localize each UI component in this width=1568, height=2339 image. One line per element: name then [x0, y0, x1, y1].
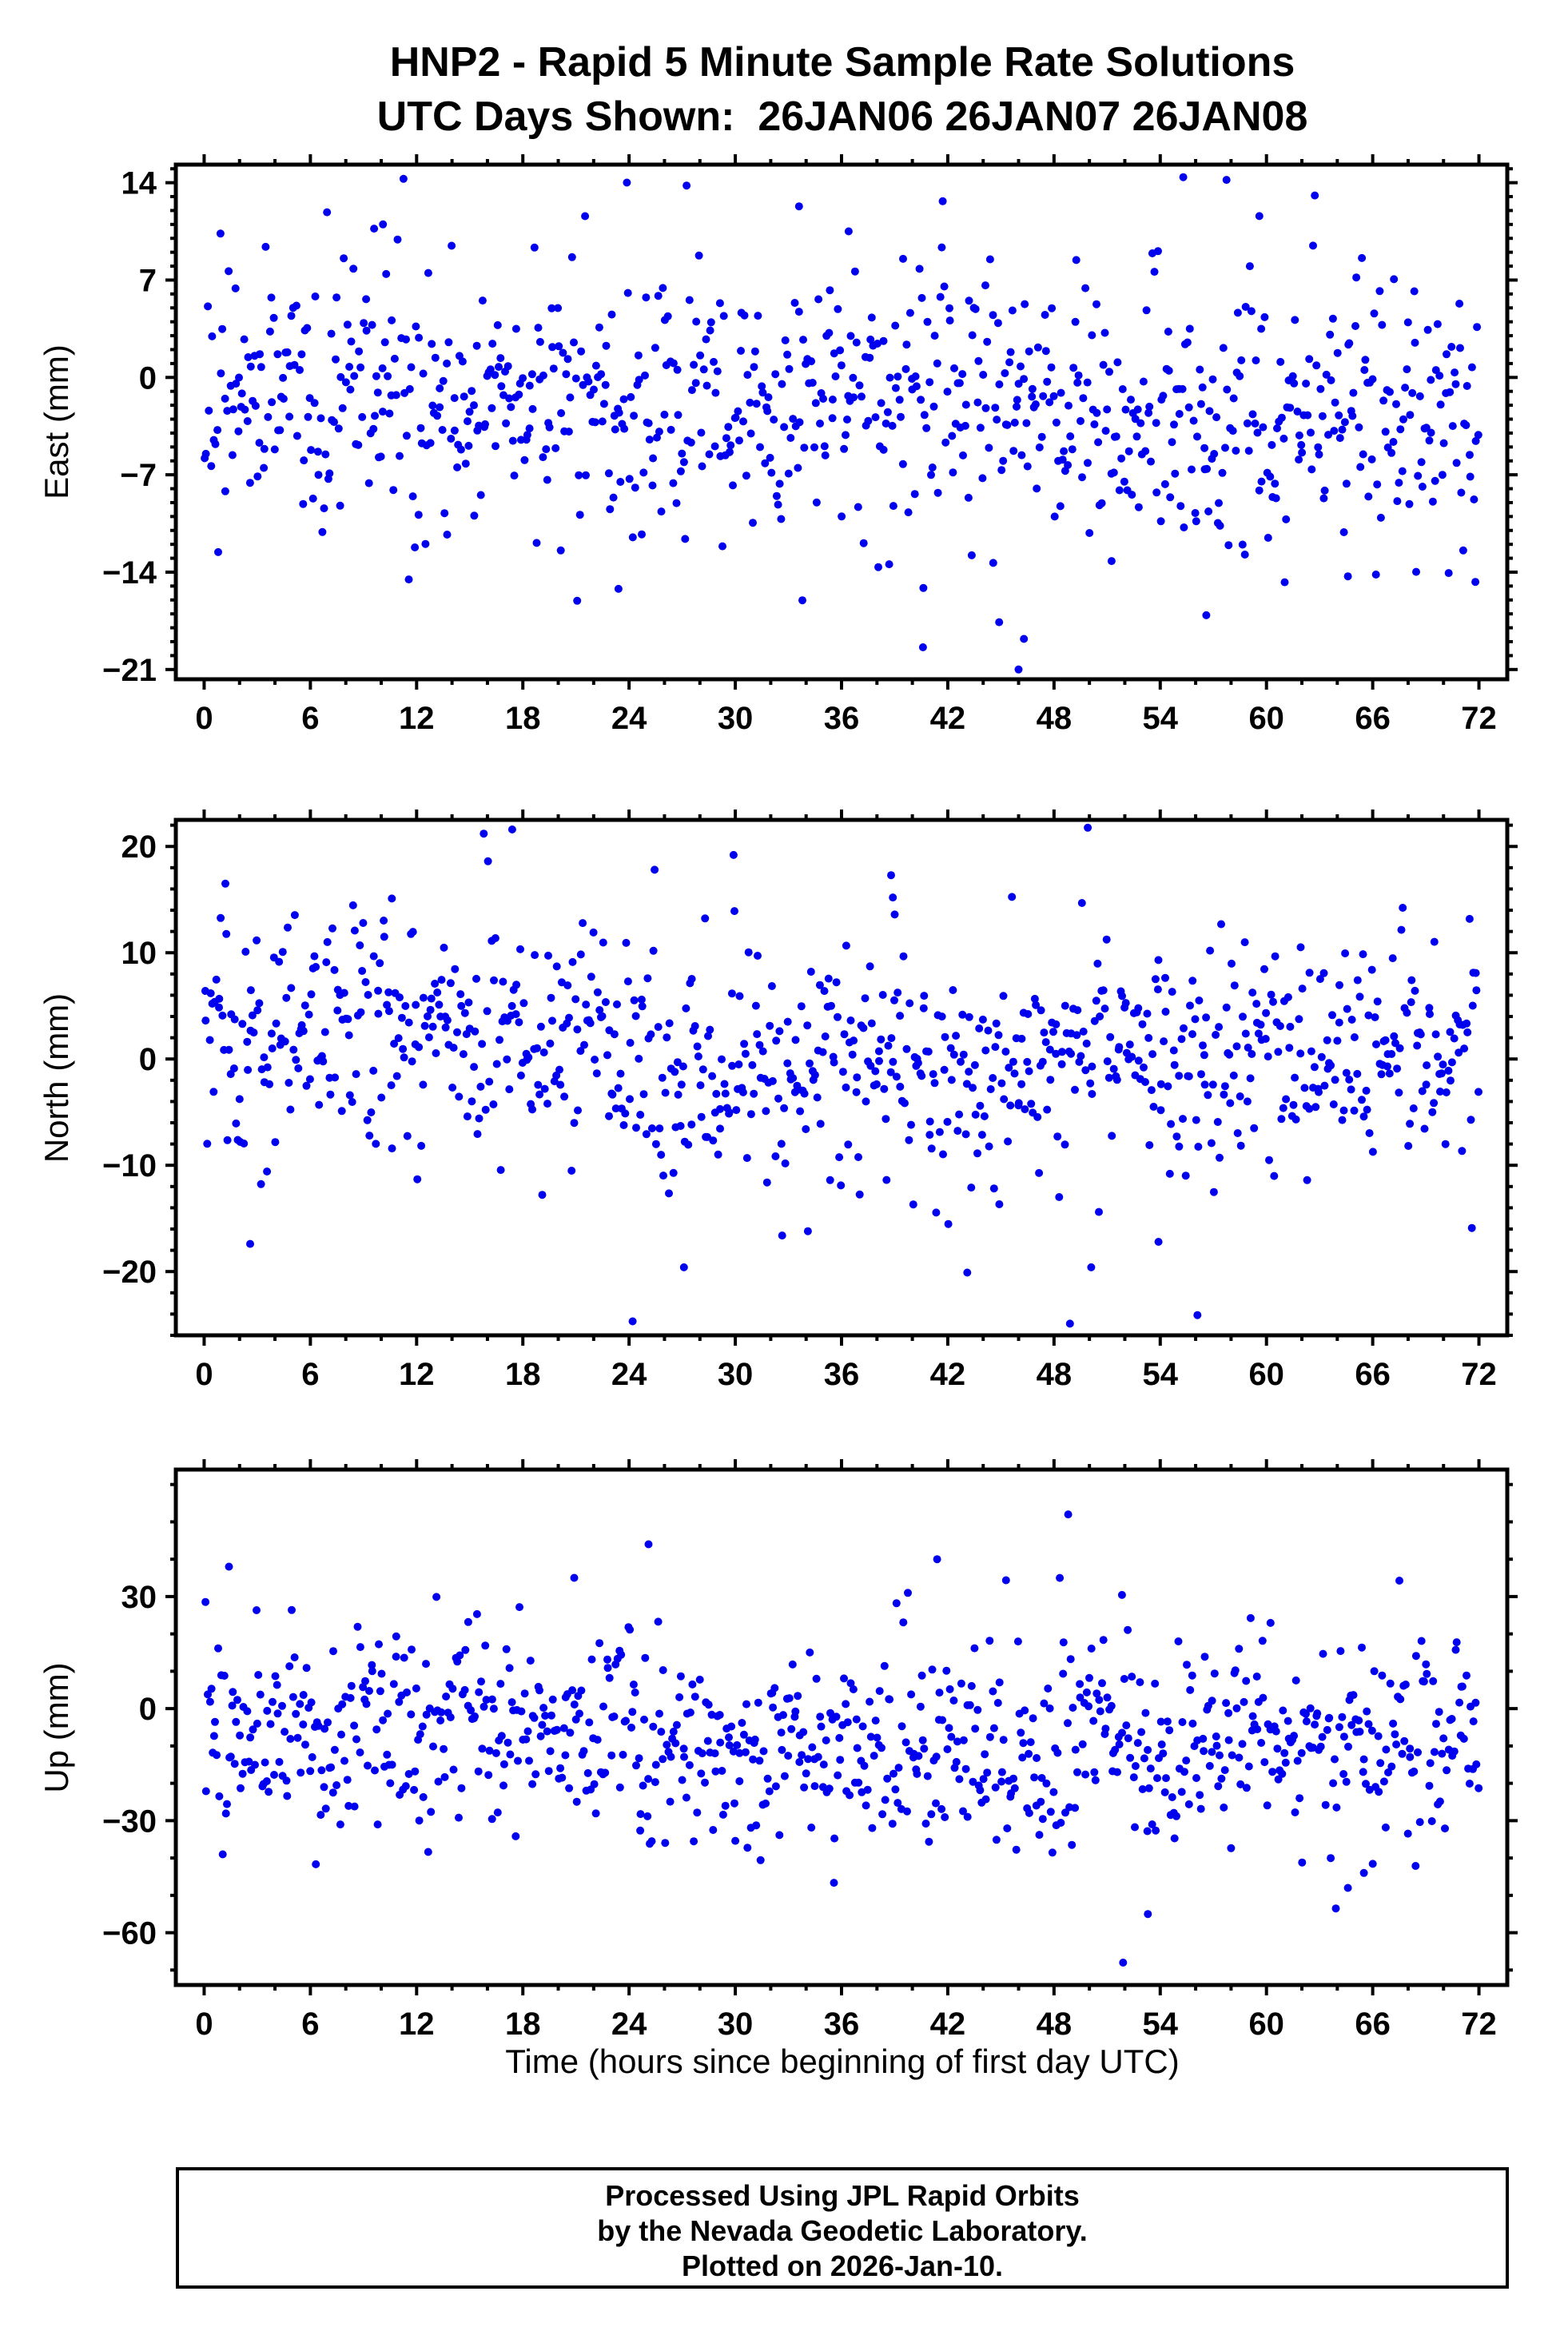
north-scatter-points [201, 823, 1482, 1328]
up-panel-frame [173, 1467, 1510, 1987]
north-axis-ticks [165, 810, 1518, 1346]
svg-text:48: 48 [1037, 2007, 1073, 2042]
svg-text:0: 0 [195, 2007, 213, 2042]
svg-text:36: 36 [824, 1357, 860, 1392]
footer-line-3: Plotted on 2026-Jan-10. [681, 2249, 1004, 2282]
svg-text:7: 7 [139, 263, 157, 298]
svg-text:36: 36 [824, 2007, 860, 2042]
svg-text:42: 42 [930, 701, 966, 736]
north-panel-frame [173, 817, 1510, 1338]
svg-text:72: 72 [1461, 2007, 1497, 2042]
chart-title-line1: HNP2 - Rapid 5 Minute Sample Rate Soluti… [389, 39, 1295, 86]
svg-text:60: 60 [1248, 2007, 1284, 2042]
up-scatter-points [201, 1510, 1483, 1967]
east-axis-ticks [165, 154, 1518, 690]
x-axis-label: Time (hours since beginning of first day… [505, 2043, 1180, 2080]
svg-text:66: 66 [1355, 2007, 1391, 2042]
svg-text:14: 14 [121, 166, 157, 201]
svg-text:60: 60 [1248, 701, 1284, 736]
svg-text:30: 30 [718, 1357, 754, 1392]
chart-title-line2: UTC Days Shown: 26JAN06 26JAN07 26JAN08 [376, 93, 1308, 140]
north-axis-label: North (mm) [38, 992, 75, 1164]
up-axis-label: Up (mm) [38, 1662, 75, 1793]
svg-text:48: 48 [1037, 701, 1073, 736]
svg-text:60: 60 [1248, 1357, 1284, 1392]
svg-text:24: 24 [611, 1357, 647, 1392]
svg-text:54: 54 [1143, 1357, 1179, 1392]
svg-text:−14: −14 [102, 555, 157, 591]
svg-text:24: 24 [611, 2007, 647, 2042]
svg-text:18: 18 [505, 701, 541, 736]
east-scatter-points [201, 173, 1482, 674]
svg-text:66: 66 [1355, 701, 1391, 736]
svg-text:48: 48 [1037, 1357, 1073, 1392]
svg-text:42: 42 [930, 1357, 966, 1392]
svg-text:−10: −10 [102, 1148, 157, 1183]
svg-text:6: 6 [301, 701, 319, 736]
north-tick-labels: 20 10 0 −10 −20 0 6 12 18 24 30 36 42 48 54 60 66 72 [102, 829, 1497, 1392]
svg-text:12: 12 [399, 2007, 435, 2042]
svg-text:0: 0 [195, 701, 213, 736]
svg-text:72: 72 [1461, 701, 1497, 736]
svg-text:30: 30 [718, 701, 754, 736]
east-panel-frame [173, 162, 1510, 682]
svg-text:42: 42 [930, 2007, 966, 2042]
svg-text:18: 18 [505, 1357, 541, 1392]
svg-text:10: 10 [121, 936, 157, 971]
svg-text:0: 0 [139, 360, 157, 396]
svg-text:0: 0 [139, 1042, 157, 1077]
svg-text:−30: −30 [102, 1804, 157, 1839]
svg-text:0: 0 [139, 1692, 157, 1727]
svg-text:−60: −60 [102, 1916, 157, 1951]
svg-text:36: 36 [824, 701, 860, 736]
svg-text:−21: −21 [102, 653, 157, 688]
svg-text:6: 6 [301, 2007, 319, 2042]
svg-text:54: 54 [1143, 701, 1179, 736]
svg-text:30: 30 [121, 1580, 157, 1615]
svg-text:6: 6 [301, 1357, 319, 1392]
svg-text:66: 66 [1355, 1357, 1391, 1392]
svg-text:30: 30 [718, 2007, 754, 2042]
east-tick-labels: 14 7 0 −7 −14 −21 0 6 12 18 24 30 36 42 48 54 60 66 72 [102, 166, 1497, 736]
svg-text:54: 54 [1143, 2007, 1179, 2042]
svg-text:12: 12 [399, 701, 435, 736]
svg-text:−20: −20 [102, 1255, 157, 1290]
svg-text:12: 12 [399, 1357, 435, 1392]
footer-line-2: by the Nevada Geodetic Laboratory. [597, 2214, 1088, 2247]
svg-text:20: 20 [121, 829, 157, 865]
footer-box: Processed Using JPL Rapid Orbits by the … [176, 2167, 1509, 2289]
up-tick-labels: 30 0 −30 −60 0 6 12 18 24 30 36 42 48 54 60 66 72 [102, 1580, 1497, 2042]
svg-text:0: 0 [195, 1357, 213, 1392]
footer-line-1: Processed Using JPL Rapid Orbits [605, 2179, 1080, 2212]
svg-text:−7: −7 [120, 458, 157, 493]
svg-text:72: 72 [1461, 1357, 1497, 1392]
svg-text:24: 24 [611, 701, 647, 736]
svg-text:18: 18 [505, 2007, 541, 2042]
east-axis-label: East (mm) [38, 344, 75, 499]
